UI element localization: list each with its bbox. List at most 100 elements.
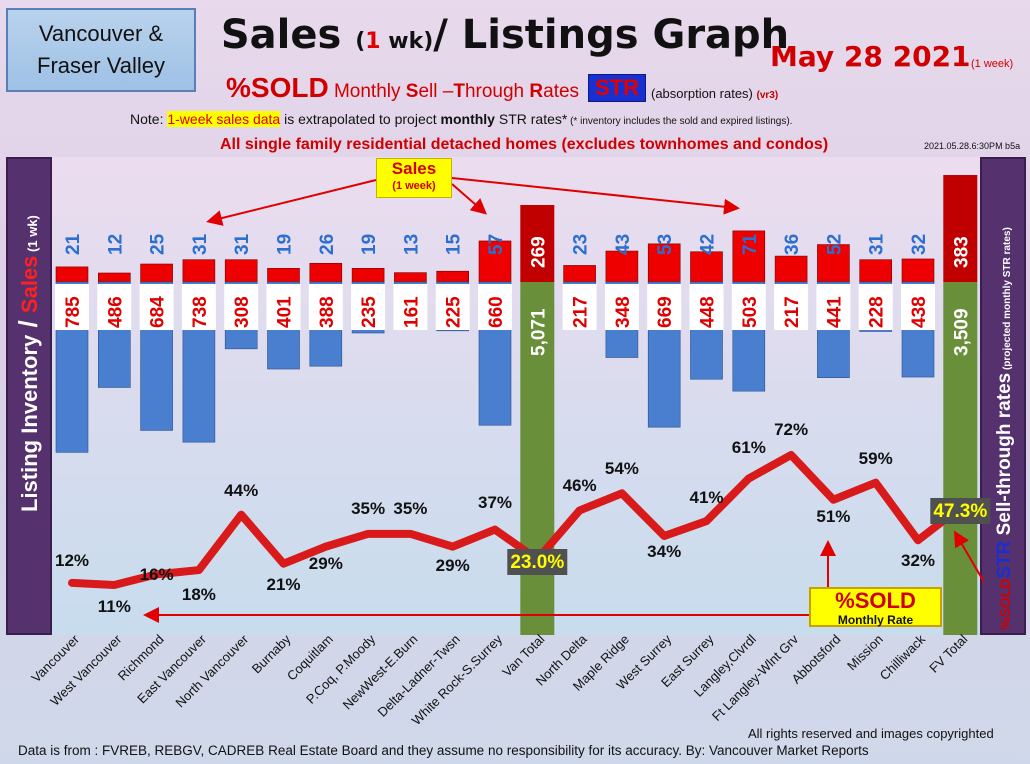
sales-bar (55, 266, 89, 283)
listing-label-box (266, 284, 301, 330)
report-date: May 28 2021 (770, 40, 971, 73)
sales-arrow-3 (451, 177, 740, 215)
category-label: Mission (844, 632, 886, 674)
listing-label-box (731, 284, 766, 330)
sold-rate-label: 44% (224, 481, 258, 500)
note-highlight: 1-week sales data (167, 111, 281, 127)
listing-value-label: 503 (740, 296, 761, 328)
sales-value-label: 19 (275, 234, 296, 255)
sales-value-label: 13 (401, 234, 422, 255)
sales-bar (817, 244, 850, 283)
sales-value-label: 12 (105, 234, 126, 255)
sales-value-label: 19 (359, 234, 380, 255)
sales-value-label: 32 (909, 234, 930, 255)
sales-bar (647, 243, 681, 283)
note-prefix: Note: (130, 111, 168, 127)
sales-value-label: 23 (571, 234, 592, 255)
right-axis-label-sold: %SOLD (997, 579, 1013, 630)
listing-value-label: 217 (571, 296, 592, 328)
sold-rate-label: 35% (351, 499, 385, 518)
total-sold-label: 47.3% (933, 501, 987, 522)
chart-subtitle: %SOLD Monthly Sell –Through Rates (226, 72, 579, 104)
sales-bar (140, 263, 173, 283)
sales-bar (732, 230, 766, 283)
sold-callout: %SOLD Monthly Rate (809, 587, 942, 627)
sales-bar (224, 259, 258, 283)
total-inventory-bar (943, 282, 978, 635)
sales-value-label: 43 (613, 234, 634, 255)
sales-bar (690, 251, 723, 283)
title-one: 1 (365, 29, 381, 54)
listing-value-label: 161 (401, 296, 422, 328)
sold-rate-label: 12% (55, 551, 89, 570)
listing-value-label: 348 (613, 296, 634, 328)
sold-rate-label: 16% (140, 565, 174, 584)
listing-value-label: 486 (105, 296, 126, 328)
sales-value-label: 57 (486, 234, 507, 255)
sales-arrow-1 (206, 179, 377, 226)
scope-statement: All single family residential detached h… (220, 136, 829, 153)
sales-value-label: 36 (782, 234, 803, 255)
listing-label-box (308, 284, 343, 330)
sold-callout-title: %SOLD (835, 588, 916, 613)
note-str: STR rates* (494, 111, 568, 127)
subtitle-ates: ates (543, 81, 580, 102)
listing-label-box (181, 284, 216, 330)
sold-rate-label: 34% (647, 542, 681, 561)
sales-value-label: 31 (190, 233, 211, 255)
listing-value-label: 684 (148, 296, 169, 328)
region-label-box: Vancouver & Fraser Valley (6, 8, 196, 92)
timestamp: 2021.05.28.6:30PM b5a (924, 141, 1021, 151)
sold-rate-label: 37% (478, 493, 512, 512)
total-sold-label: 23.0% (510, 552, 564, 573)
sales-callout: Sales (1 week) (376, 158, 452, 198)
sales-value-label: 383 (951, 236, 972, 268)
sales-callout-sub: (1 week) (392, 180, 436, 192)
sold-arrow-right (953, 530, 985, 583)
listing-label-box (55, 284, 89, 330)
subtitle-ell: ell (418, 81, 443, 102)
sales-value-label: 31 (867, 233, 888, 255)
sales-value-label: 15 (444, 233, 465, 255)
subtitle-t: T (453, 81, 465, 102)
region-line-2: Fraser Valley (37, 53, 165, 78)
right-axis-label-projected: (projected monthly STR rates) (1002, 227, 1013, 373)
version-tag: (vr3) (756, 90, 779, 101)
listing-value-label: 448 (698, 296, 719, 328)
left-axis-label: Listing Inventory / Sales (1 wk) (13, 215, 43, 512)
sold-rate-label: 46% (563, 476, 597, 495)
total-sold-box (930, 498, 991, 524)
right-axis-label-sell-through: Sell-through rates (994, 373, 1015, 541)
sold-rate-label: 54% (605, 459, 639, 478)
listing-value-label: 441 (824, 296, 845, 328)
sold-rate-label: 41% (689, 488, 723, 507)
sold-rate-label: 29% (436, 556, 470, 575)
copyright-note: All rights reserved and images copyright… (748, 726, 994, 741)
listing-value-label: 438 (909, 296, 930, 328)
listing-label-box (393, 284, 428, 330)
sales-value-label: 269 (528, 236, 549, 268)
sales-callout-title: Sales (391, 159, 437, 178)
listing-value-label: 3,509 (951, 308, 972, 356)
absorption-text: (absorption rates) (651, 86, 753, 101)
sales-bar (563, 265, 596, 283)
subtitle-s: S (405, 81, 419, 102)
sold-rate-label: 18% (182, 585, 216, 604)
sales-bar (309, 262, 343, 283)
left-axis-label-week: (1 wk) (25, 215, 40, 255)
listing-value-label: 660 (486, 296, 507, 328)
title-paren: ( (355, 29, 366, 54)
listing-value-label: 669 (655, 296, 676, 328)
listing-label-box (858, 284, 893, 330)
left-axis-label-slash: / (13, 313, 43, 335)
sold-rate-label: 72% (774, 420, 808, 439)
category-label: NewWest-E.Burn (340, 632, 421, 713)
str-badge: STR (588, 74, 646, 102)
listing-label-box (562, 284, 597, 330)
left-axis-label-sales: Sales (17, 256, 42, 314)
sold-rate-label: 29% (309, 554, 343, 573)
sales-bar (859, 259, 893, 283)
listing-value-label: 5,071 (528, 308, 549, 356)
sales-value-label: 31 (232, 233, 253, 255)
data-source-note: Data is from : FVREB, REBGV, CADREB Real… (18, 743, 869, 758)
